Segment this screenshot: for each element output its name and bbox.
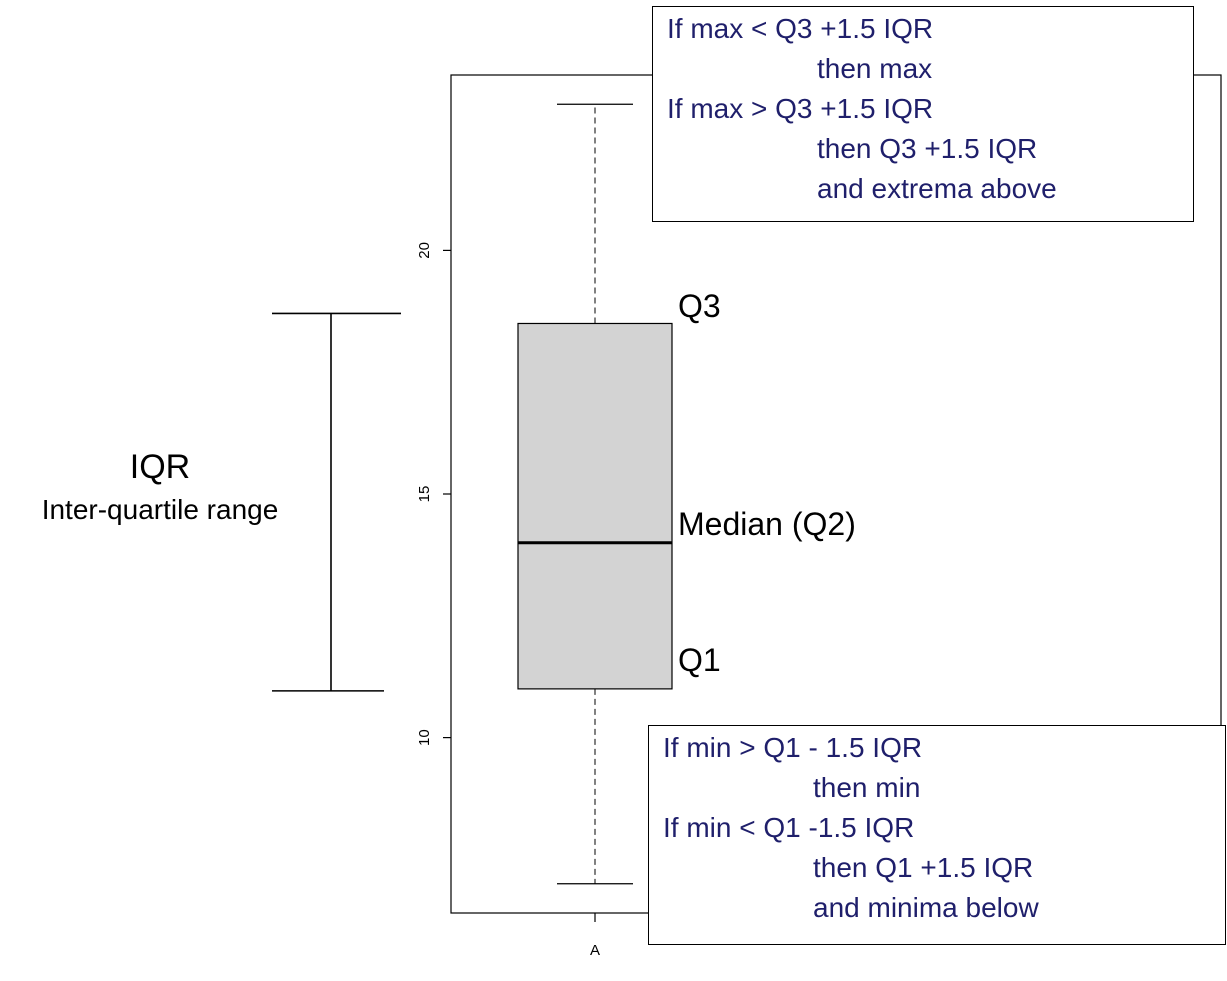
median-label: Median (Q2): [678, 506, 856, 542]
iqr-title: IQR: [129, 448, 191, 486]
max-rule-box: If max < Q3 +1.5 IQR then max If max > Q…: [652, 6, 1194, 222]
iqr-bracket: [272, 312, 401, 692]
max-rule-line-2: then max: [817, 53, 933, 84]
min-rule-line-4: then Q1 +1.5 IQR: [813, 852, 1034, 883]
min-rule-box: If min > Q1 - 1.5 IQR then min If min < …: [648, 725, 1226, 945]
max-rule-line-1: If max < Q3 +1.5 IQR: [667, 13, 934, 44]
x-tick-label: A: [590, 942, 600, 959]
y-tick-label: 10: [416, 729, 433, 746]
min-rule-line-5: and minima below: [813, 892, 1039, 923]
max-rule-line-5: and extrema above: [817, 173, 1057, 204]
min-rule-line-1: If min > Q1 - 1.5 IQR: [663, 732, 923, 763]
y-tick-label: 15: [416, 486, 433, 503]
y-axis: 10 15 20: [416, 242, 451, 746]
x-axis: A: [590, 913, 600, 959]
q1-label: Q1: [678, 642, 721, 678]
q3-label: Q3: [678, 288, 721, 324]
max-rule-line-4: then Q3 +1.5 IQR: [817, 133, 1038, 164]
y-tick-label: 20: [416, 242, 433, 259]
max-rule-line-3: If max > Q3 +1.5 IQR: [667, 93, 934, 124]
box-series: [517, 103, 673, 885]
iqr-box: [517, 322, 673, 690]
min-rule-line-3: If min < Q1 -1.5 IQR: [663, 812, 915, 843]
min-rule-line-2: then min: [813, 772, 921, 803]
iqr-subtitle: Inter-quartile range: [41, 494, 279, 525]
